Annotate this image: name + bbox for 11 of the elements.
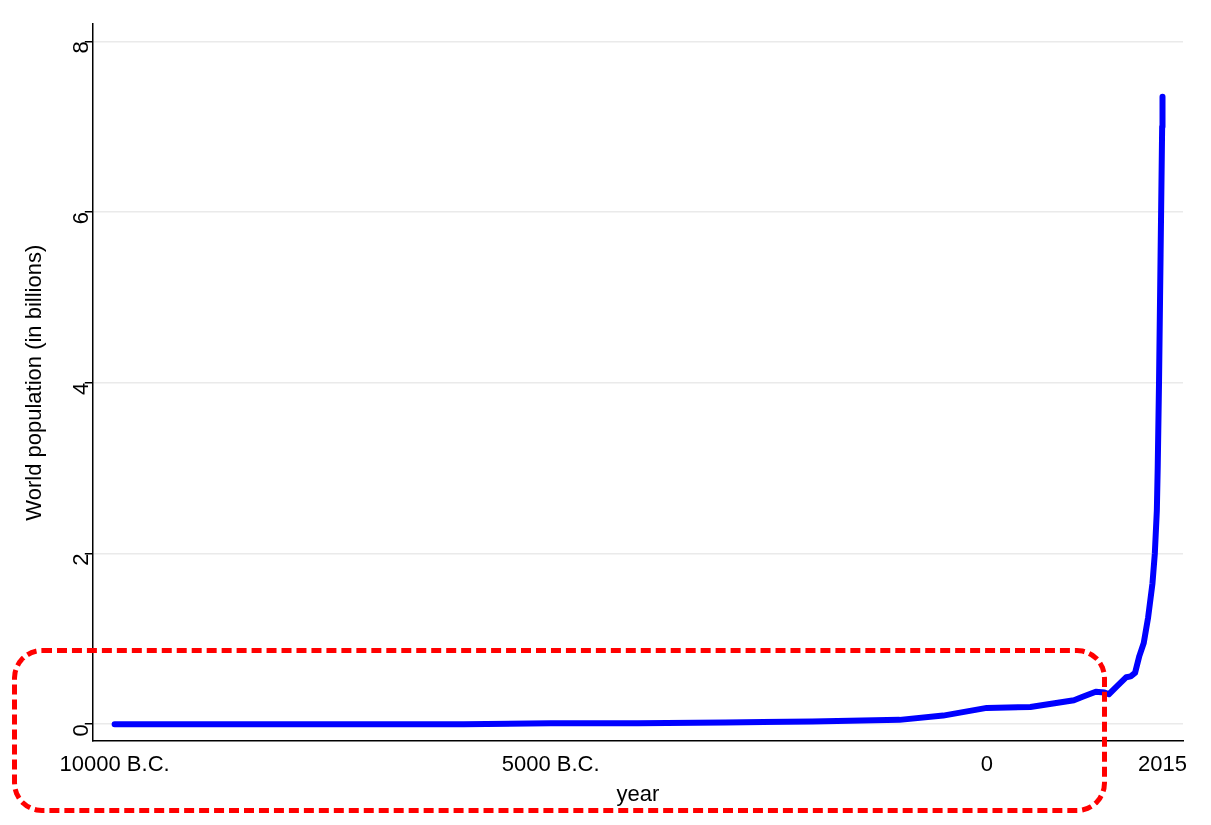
y-tick-label: 6 — [67, 211, 93, 225]
x-tick-label: 2015 — [1138, 751, 1187, 777]
y-tick-label: 2 — [67, 553, 93, 566]
y-tick-label: 8 — [67, 41, 93, 54]
x-tick-label: 10000 B.C. — [59, 751, 170, 777]
x-axis-title: year — [616, 780, 660, 806]
y-axis-title: World population (in billions) — [21, 244, 47, 521]
x-tick-label: 0 — [980, 751, 993, 777]
y-tick-label: 4 — [67, 382, 93, 395]
x-tick-label: 5000 B.C. — [501, 751, 600, 777]
y-tick-label: 0 — [67, 724, 93, 737]
